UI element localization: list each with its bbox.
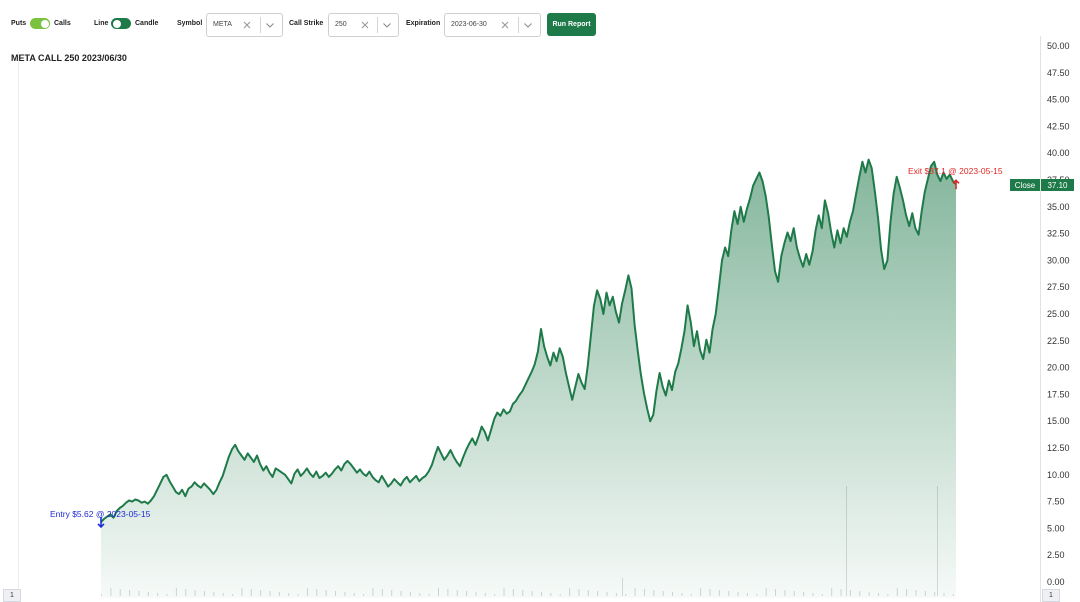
toggle-knob [112,19,121,28]
price-axis-tick: 27.50 [1047,282,1070,292]
exit-marker-label: Exit $37.1 @ 2023-05-15 [908,166,1003,176]
price-axis-tick: 47.50 [1047,68,1070,78]
expiration-value: 2023-06-30 [451,21,487,28]
price-axis-tick: 2.50 [1047,550,1065,560]
price-axis-tick: 12.50 [1047,443,1070,453]
clear-icon[interactable] [241,18,253,32]
chevron-down-icon[interactable] [381,18,393,32]
calls-label: Calls [54,20,71,27]
select-separator [377,17,378,33]
select-separator [260,17,261,33]
price-axis-tick: 20.00 [1047,363,1070,373]
price-axis[interactable]: 0.00 2.50 5.00 7.50 10.00 12.50 15.00 17.50 20.0… [1047,41,1070,587]
price-axis-tick: 30.00 [1047,255,1070,265]
price-axis-tick: 22.50 [1047,336,1070,346]
price-axis-tick: 50.00 [1047,41,1070,51]
bottom-left-tag: 1 [3,589,21,602]
puts-calls-toggle[interactable] [30,18,50,29]
bottom-right-tag: 1 [1042,589,1060,602]
run-report-button[interactable]: Run Report [547,13,596,36]
call-strike-value: 250 [335,21,347,28]
select-separator [518,17,519,33]
price-axis-tick: 10.00 [1047,470,1070,480]
price-line [100,158,957,523]
call-strike-label: Call Strike [289,20,324,27]
toggle-knob [40,19,49,28]
price-axis-tick: 35.00 [1047,202,1070,212]
symbol-label: Symbol [177,20,203,27]
price-axis-tick: 17.50 [1047,389,1070,399]
price-axis-tick: 0.00 [1047,577,1065,587]
price-axis-tick: 32.50 [1047,229,1070,239]
chart-left-edge [18,52,19,597]
symbol-value: META [213,21,232,28]
line-label: Line [94,20,109,27]
line-candle-toggle[interactable] [111,18,131,29]
puts-label: Puts [11,20,27,27]
entry-marker-label: Entry $5.62 @ 2023-05-15 [50,509,151,519]
price-axis-tick: 25.00 [1047,309,1070,319]
symbol-select[interactable]: META [206,13,283,37]
clear-icon[interactable] [359,18,371,32]
toolbar: Puts Calls Line Candle Symbol META Call … [0,0,1080,48]
exit-arrow-icon [952,179,960,190]
price-axis-tick: 7.50 [1047,497,1065,507]
price-axis-tick: 45.00 [1047,95,1070,105]
price-chart[interactable]: 0.00 2.50 5.00 7.50 10.00 12.50 15.00 17.50 20.0… [0,36,1080,602]
price-axis-border [1040,36,1041,602]
expiration-select[interactable]: 2023-06-30 [444,13,541,37]
price-axis-tick: 40.00 [1047,148,1070,158]
close-label: Close [1010,179,1040,191]
chevron-down-icon[interactable] [264,18,276,32]
candle-label: Candle [135,20,159,27]
clear-icon[interactable] [499,18,511,32]
call-strike-select[interactable]: 250 [328,13,399,37]
entry-arrow-icon [97,516,105,529]
close-price-tag: 37.10 [1041,179,1074,191]
expiration-label: Expiration [406,20,441,27]
chart-title: META CALL 250 2023/06/30 [11,53,127,63]
price-axis-tick: 15.00 [1047,416,1070,426]
chevron-down-icon[interactable] [522,18,534,32]
price-axis-tick: 42.50 [1047,121,1070,131]
price-axis-tick: 5.00 [1047,523,1065,533]
